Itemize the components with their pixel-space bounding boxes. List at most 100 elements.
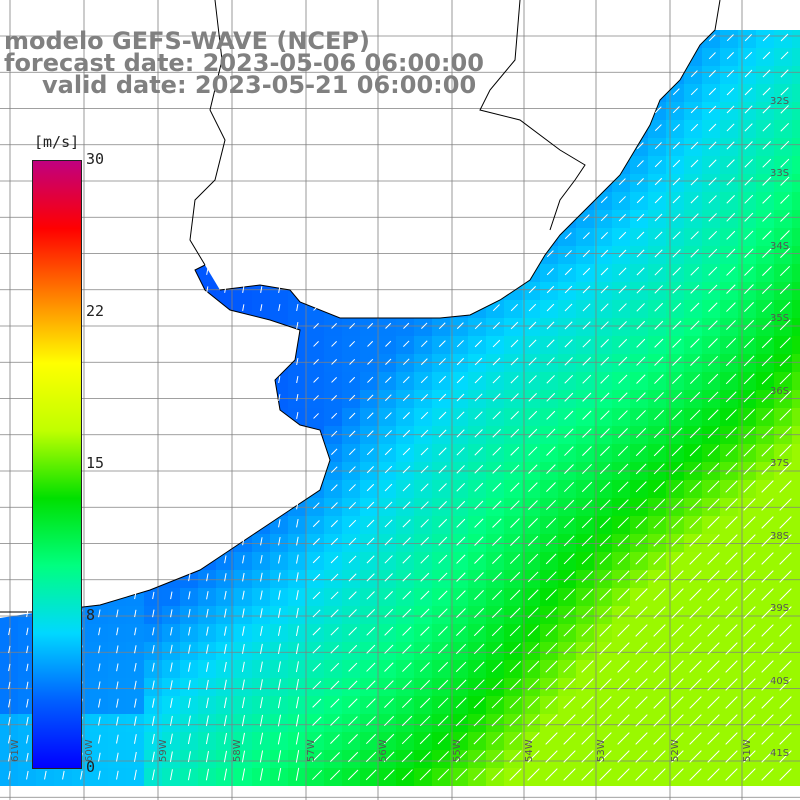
wind-arrow xyxy=(134,645,137,654)
wind-arrow xyxy=(492,464,502,474)
wind-arrow xyxy=(635,499,647,511)
wind-arrow xyxy=(295,732,300,745)
wind-arrow xyxy=(402,590,412,600)
wind-arrow xyxy=(528,303,537,312)
coast-line xyxy=(219,0,721,319)
wind-arrow xyxy=(277,732,282,745)
wind-arrow xyxy=(563,571,575,583)
wind-arrow xyxy=(312,734,322,744)
wind-arrow xyxy=(780,230,790,240)
wind-arrow xyxy=(223,750,228,763)
wind-arrow xyxy=(654,392,664,402)
wind-arrow xyxy=(260,304,263,311)
wind-arrow xyxy=(744,212,754,222)
wind-arrow xyxy=(98,663,101,672)
wind-arrow xyxy=(672,88,680,96)
wind-arrow xyxy=(169,769,173,781)
wind-arrow xyxy=(780,87,789,96)
wind-arrow xyxy=(743,768,756,781)
wind-cell xyxy=(792,390,800,408)
wind-arrow xyxy=(403,340,410,347)
wind-arrow xyxy=(725,534,738,547)
wind-arrow xyxy=(348,484,356,492)
wind-arrow xyxy=(134,627,137,636)
wind-arrow xyxy=(563,678,576,691)
wind-arrow xyxy=(672,284,682,294)
wind-arrow xyxy=(330,609,339,618)
wind-arrow xyxy=(527,696,540,709)
wind-arrow xyxy=(206,644,209,654)
lat-label-39s: 39S xyxy=(770,603,790,614)
wind-arrow xyxy=(599,660,612,673)
wind-arrow xyxy=(581,570,594,583)
wind-arrow xyxy=(581,606,594,619)
wind-arrow xyxy=(779,337,791,349)
lon-label-53w: 53W xyxy=(596,739,607,762)
wind-arrow xyxy=(779,624,792,637)
wind-arrow xyxy=(599,768,612,781)
wind-arrow xyxy=(401,769,413,781)
wind-arrow xyxy=(654,356,664,366)
lat-label-40s: 40S xyxy=(770,676,790,687)
wind-arrow xyxy=(366,626,376,636)
wind-arrow xyxy=(206,573,209,582)
wind-arrow xyxy=(456,411,465,420)
wind-arrow xyxy=(707,373,719,385)
wind-arrow xyxy=(348,591,357,600)
wind-arrow xyxy=(564,267,573,276)
wind-arrow xyxy=(188,573,191,582)
wind-arrow xyxy=(689,409,701,421)
wind-arrow xyxy=(690,177,699,186)
wind-arrow xyxy=(689,373,701,385)
colorbar-tick-30: 30 xyxy=(86,150,105,168)
wind-arrow xyxy=(689,660,702,673)
lat-label-33s: 33S xyxy=(770,168,790,179)
wind-arrow xyxy=(456,572,466,582)
wind-arrow xyxy=(456,429,465,438)
wind-arrow xyxy=(402,519,411,528)
wind-arrow xyxy=(312,645,321,654)
wind-arrow xyxy=(762,69,771,78)
wind-arrow xyxy=(329,752,340,763)
wind-arrow xyxy=(8,681,11,690)
wind-arrow xyxy=(707,480,720,493)
wind-arrow xyxy=(761,373,773,385)
wind-arrow xyxy=(384,644,394,654)
wind-arrow xyxy=(779,714,792,727)
wind-cell xyxy=(792,138,800,156)
wind-arrow xyxy=(761,390,774,403)
wind-arrow xyxy=(8,752,11,762)
wind-arrow xyxy=(689,606,702,619)
wind-arrow xyxy=(456,536,466,546)
wind-arrow xyxy=(296,321,299,330)
lat-label-32s: 32S xyxy=(770,96,790,107)
wind-arrow xyxy=(402,429,411,438)
wind-arrow xyxy=(402,662,412,672)
wind-cell xyxy=(792,354,800,372)
wind-arrow xyxy=(546,410,556,420)
wind-arrow xyxy=(636,392,646,402)
wind-arrow xyxy=(618,374,628,384)
land-mask xyxy=(0,0,800,618)
wind-arrow xyxy=(384,626,394,636)
wind-arrow xyxy=(779,678,792,691)
lon-label-58w: 58W xyxy=(232,739,243,762)
wind-arrow xyxy=(761,355,773,367)
wind-arrow xyxy=(206,268,209,275)
wind-arrow xyxy=(653,732,666,745)
wind-arrow xyxy=(330,662,340,672)
wind-arrow xyxy=(636,178,644,186)
wind-arrow xyxy=(635,534,648,547)
wind-arrow xyxy=(545,517,557,529)
wind-arrow xyxy=(744,266,754,276)
wind-arrow xyxy=(671,391,683,403)
wind-arrow xyxy=(312,716,322,726)
coast-line xyxy=(189,0,226,266)
wind-arrow xyxy=(527,571,539,583)
wind-arrow xyxy=(116,698,119,708)
wind-arrow xyxy=(402,501,411,510)
wind-arrow xyxy=(116,752,119,762)
wind-arrow xyxy=(491,571,503,583)
wind-arrow xyxy=(690,249,699,258)
wind-arrow xyxy=(743,516,756,529)
